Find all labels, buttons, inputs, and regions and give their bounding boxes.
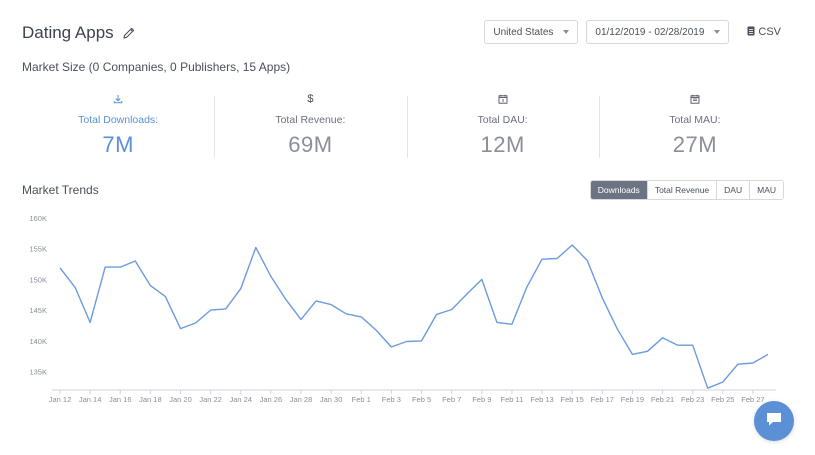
x-tick-label: Feb 15 [560,395,583,404]
x-tick-label: Jan 26 [260,395,283,404]
metric-label: Total Revenue: [275,114,346,126]
metric-total-downloads[interactable]: Total Downloads: 7M [22,92,214,162]
x-tick-label: Feb 3 [382,395,401,404]
metric-total-mau[interactable]: Total MAU: 27M [598,92,791,162]
x-tick-label: Jan 30 [320,395,343,404]
tab-mau[interactable]: MAU [749,181,783,199]
x-tick-label: Jan 18 [139,395,162,404]
metrics-row: Total Downloads: 7M $ Total Revenue: 69M… [22,92,791,162]
dollar-icon: $ [307,93,314,105]
x-tick-label: Feb 13 [530,395,553,404]
page-title: Dating Apps [22,23,114,42]
x-tick-label: Jan 28 [290,395,313,404]
x-tick-label: Feb 5 [412,395,431,404]
x-tick-label: Feb 27 [741,395,764,404]
metric-label: Total MAU: [669,114,721,126]
country-select-value: United States [493,26,554,38]
chevron-down-icon [563,30,570,34]
x-tick-label: Jan 22 [199,395,222,404]
pencil-icon[interactable] [122,26,136,40]
tab-dau[interactable]: DAU [716,181,750,199]
metric-value: 12M [480,132,525,157]
y-tick-label: 155K [29,245,47,254]
x-tick-label: Jan 12 [49,395,72,404]
y-tick-label: 135K [29,368,47,377]
x-tick-label: Feb 17 [591,395,614,404]
x-tick-label: Feb 21 [651,395,674,404]
date-range-select[interactable]: 01/12/2019 - 02/28/2019 [586,20,730,44]
market-size-summary: Market Size (0 Companies, 0 Publishers, … [22,60,291,74]
download-icon [113,92,123,106]
page-header: Dating Apps [22,22,136,44]
tab-downloads[interactable]: Downloads [590,181,647,199]
chat-button[interactable] [754,401,794,441]
metric-label: Total DAU: [477,114,528,126]
country-select[interactable]: United States [484,20,579,44]
x-tick-label: Feb 7 [442,395,461,404]
csv-export-button[interactable]: CSV [747,26,781,39]
y-tick-label: 140K [29,337,47,346]
x-tick-label: Jan 24 [230,395,253,404]
x-tick-label: Feb 19 [621,395,644,404]
x-tick-label: Feb 25 [711,395,734,404]
y-tick-label: 150K [29,275,47,284]
filter-controls: United States 01/12/2019 - 02/28/2019 CS… [484,20,781,44]
metric-value: 27M [672,132,718,157]
x-tick-label: Feb 9 [472,395,491,404]
x-tick-label: Feb 23 [681,395,704,404]
x-tick-label: Feb 1 [352,395,371,404]
x-tick-label: Feb 11 [501,395,524,404]
y-tick-label: 160K [29,214,47,223]
csv-export-label: CSV [758,26,781,38]
chat-icon [765,411,783,432]
chevron-down-icon [714,30,721,34]
date-range-value: 01/12/2019 - 02/28/2019 [595,26,705,38]
document-icon [747,26,755,39]
x-tick-label: Jan 16 [109,395,132,404]
metric-value: 69M [288,132,333,157]
calendar-day-icon [498,92,508,106]
trend-metric-tabs: Downloads Total Revenue DAU MAU [589,180,784,200]
calendar-month-icon [690,92,700,106]
series-line-downloads [59,244,769,389]
x-tick-label: Jan 20 [169,395,192,404]
tab-total-revenue[interactable]: Total Revenue [646,181,717,199]
x-tick-label: Jan 14 [79,395,102,404]
market-trends-chart: 160K 155K 150K 145K 140K 135K Jan 12 Jan 14 Jan … [29,214,776,404]
market-trends-title: Market Trends [22,183,99,197]
metric-total-dau[interactable]: Total DAU: 12M [406,92,599,162]
metric-total-revenue[interactable]: $ Total Revenue: 69M [214,92,406,162]
metric-value: 7M [102,132,134,157]
metric-label: Total Downloads: [78,114,159,126]
y-tick-label: 145K [29,306,47,315]
